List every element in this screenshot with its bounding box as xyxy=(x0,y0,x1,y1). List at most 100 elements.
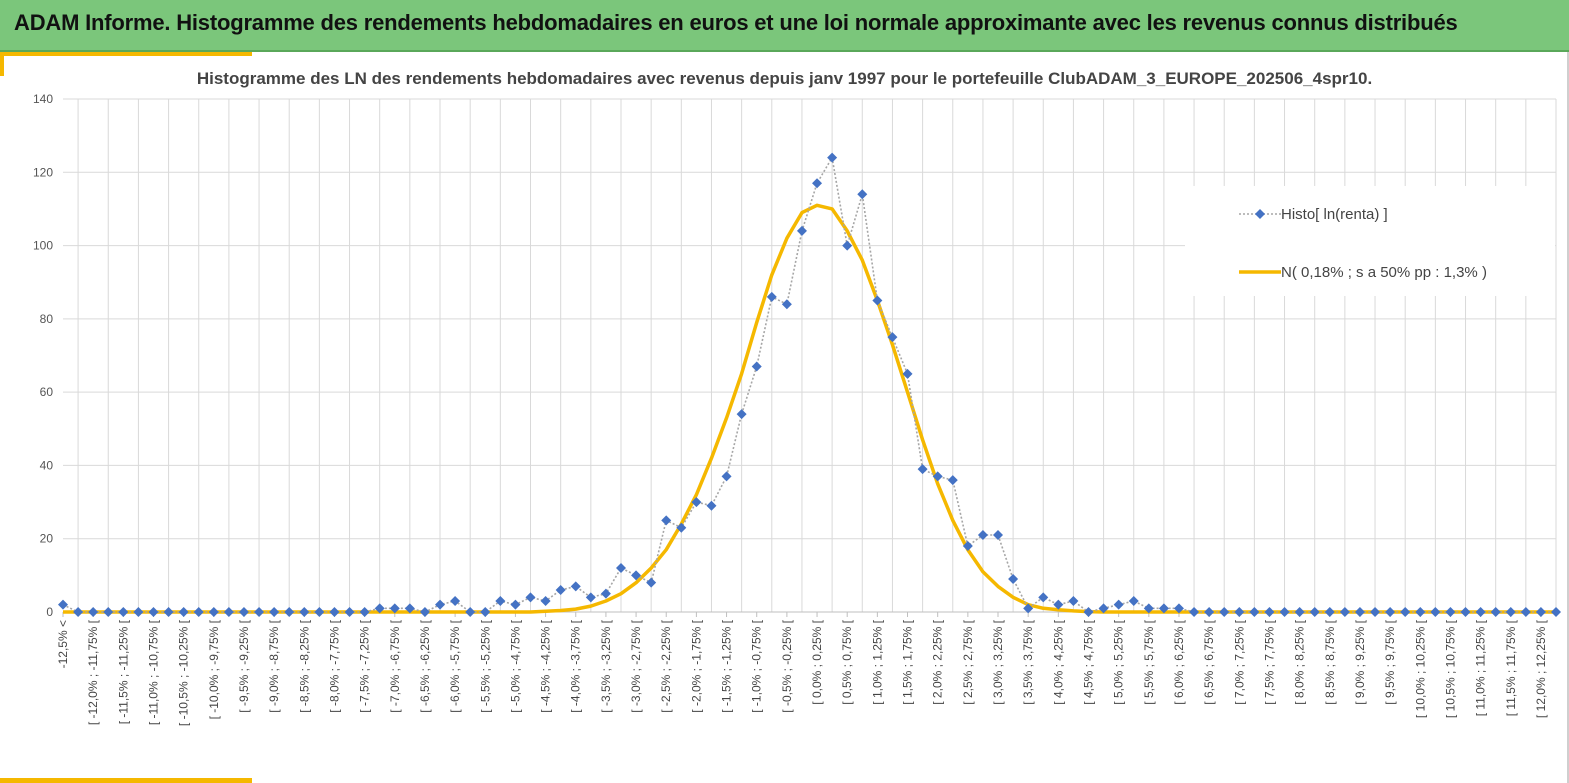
x-tick-label: [ 6,0% ; 6,25% [ xyxy=(1172,619,1186,704)
x-tick-label: [ -9,5% ; -9,25% [ xyxy=(237,619,251,712)
histo-point xyxy=(73,607,84,617)
histo-point xyxy=(1415,607,1426,617)
histo-point xyxy=(781,299,792,310)
x-tick-label: [ -10,5% ; -10,25% [ xyxy=(177,619,191,726)
histo-point xyxy=(1068,596,1079,607)
x-tick-label: [ 9,0% ; 9,25% [ xyxy=(1353,619,1367,704)
histo-point xyxy=(374,603,385,614)
x-tick-label: [ 3,0% ; 3,25% [ xyxy=(991,619,1005,704)
x-tick-label: -12,5% < xyxy=(56,620,70,668)
x-tick-label: [ -3,0% ; -2,75% [ xyxy=(629,619,643,712)
banner: ADAM Informe. Histogramme des rendements… xyxy=(0,0,1569,52)
x-tick-label: [ 6,5% ; 6,75% [ xyxy=(1202,619,1216,704)
x-tick-label: [ 0,5% ; 0,75% [ xyxy=(840,619,854,704)
legend-label-histo: Histo[ ln(renta) ] xyxy=(1281,205,1388,223)
y-tick-label: 20 xyxy=(40,532,54,546)
histo-point xyxy=(1234,607,1245,617)
x-tick-label: [ 10,5% ; 10,75% [ xyxy=(1443,619,1457,718)
series-line-normal xyxy=(63,203,1556,614)
histo-point xyxy=(58,599,68,610)
x-tick-label: [ 1,0% ; 1,25% [ xyxy=(870,619,884,704)
legend: Histo[ ln(renta) ] N( 0,18% ; s a 50% pp… xyxy=(1185,186,1555,296)
x-tick-label: [ -12,0% ; -11,75% [ xyxy=(86,619,100,725)
histo-point xyxy=(208,607,219,617)
legend-item-normal: N( 0,18% ; s a 50% pp : 1,3% ) xyxy=(1237,260,1487,284)
histo-point xyxy=(585,592,596,603)
histo-point xyxy=(977,530,988,541)
histo-point xyxy=(1309,607,1320,617)
histo-point xyxy=(404,603,415,614)
x-tick-label: [ 2,5% ; 2,75% [ xyxy=(961,619,975,704)
histo-point xyxy=(495,596,506,607)
x-tick-label: [ 0,0% ; 0,25% [ xyxy=(810,619,824,704)
legend-item-histo: Histo[ ln(renta) ] xyxy=(1237,202,1388,226)
x-tick-label: [ 8,0% ; 8,25% [ xyxy=(1293,619,1307,704)
y-tick-label: 140 xyxy=(33,92,53,106)
histo-point xyxy=(555,585,566,596)
histo-point xyxy=(751,361,762,372)
x-tick-label: [ 3,5% ; 3,75% [ xyxy=(1021,619,1035,704)
histo-point xyxy=(1038,592,1049,603)
histo-point xyxy=(676,522,687,533)
x-tick-label: [ -2,5% ; -2,25% [ xyxy=(659,619,673,712)
histo-point xyxy=(389,603,400,614)
histo-point xyxy=(465,607,476,617)
x-tick-label: [ 8,5% ; 8,75% [ xyxy=(1323,619,1337,704)
histo-point xyxy=(1023,603,1034,614)
histo-point xyxy=(1173,603,1184,614)
x-tick-label: [ 11,5% ; 11,75% [ xyxy=(1504,619,1518,716)
histo-point xyxy=(510,599,521,610)
histo-point xyxy=(1249,607,1260,617)
histo-point xyxy=(1083,607,1094,617)
histo-point xyxy=(1158,603,1169,614)
y-tick-label: 120 xyxy=(33,165,53,179)
x-tick-label: [ 7,5% ; 7,75% [ xyxy=(1262,619,1276,704)
histo-point xyxy=(450,596,461,607)
accent-bar-left xyxy=(0,52,4,76)
histo-point xyxy=(1128,596,1139,607)
histo-point xyxy=(1385,607,1396,617)
x-tick-label: [ 2,0% ; 2,25% [ xyxy=(931,619,945,704)
histo-point xyxy=(1053,599,1064,610)
accent-bar-top xyxy=(0,52,252,56)
histo-point xyxy=(646,577,657,588)
histo-point xyxy=(1354,607,1365,617)
histo-point xyxy=(223,607,234,617)
histo-point xyxy=(1505,607,1516,617)
histo-point xyxy=(344,607,355,617)
histo-point xyxy=(1370,607,1381,617)
histo-point xyxy=(540,596,551,607)
histo-point xyxy=(238,607,249,617)
histo-point xyxy=(103,607,114,617)
x-tick-label: [ -11,5% ; -11,25% [ xyxy=(116,619,130,724)
x-tick-label: [ -1,0% ; -0,75% [ xyxy=(750,619,764,712)
histo-point xyxy=(706,500,717,511)
histo-point xyxy=(917,464,928,475)
x-tick-label: [ -7,0% ; -6,75% [ xyxy=(388,619,402,712)
histo-point xyxy=(993,530,1004,541)
banner-title: ADAM Informe. Histogramme des rendements… xyxy=(14,10,1458,35)
x-tick-label: [ -1,5% ; -1,25% [ xyxy=(720,619,734,712)
histo-point xyxy=(435,599,446,610)
legend-line-normal xyxy=(1239,270,1281,274)
histo-point xyxy=(812,178,823,189)
histo-point xyxy=(480,607,491,617)
histo-point xyxy=(796,225,807,236)
histo-point xyxy=(284,607,295,617)
histo-point xyxy=(1520,607,1531,617)
histo-point xyxy=(1551,607,1561,617)
histo-point xyxy=(1143,603,1154,614)
y-tick-label: 100 xyxy=(33,239,53,253)
histo-point xyxy=(163,607,174,617)
x-tick-label: [ -6,5% ; -6,25% [ xyxy=(418,619,432,712)
x-tick-label: [ 7,0% ; 7,25% [ xyxy=(1232,619,1246,704)
x-tick-label: [ -3,5% ; -3,25% [ xyxy=(599,619,613,712)
histo-point xyxy=(193,607,204,617)
x-axis: -12,5% < [ -12,0% ; -11,75% [ [ -11,5% ; -… xyxy=(56,612,1548,726)
histo-point xyxy=(872,295,883,306)
histo-point xyxy=(254,607,265,617)
histo-point xyxy=(1445,607,1456,617)
x-tick-label: [ -4,0% ; -3,75% [ xyxy=(569,619,583,712)
histo-point xyxy=(269,607,280,617)
histo-point xyxy=(1113,599,1124,610)
